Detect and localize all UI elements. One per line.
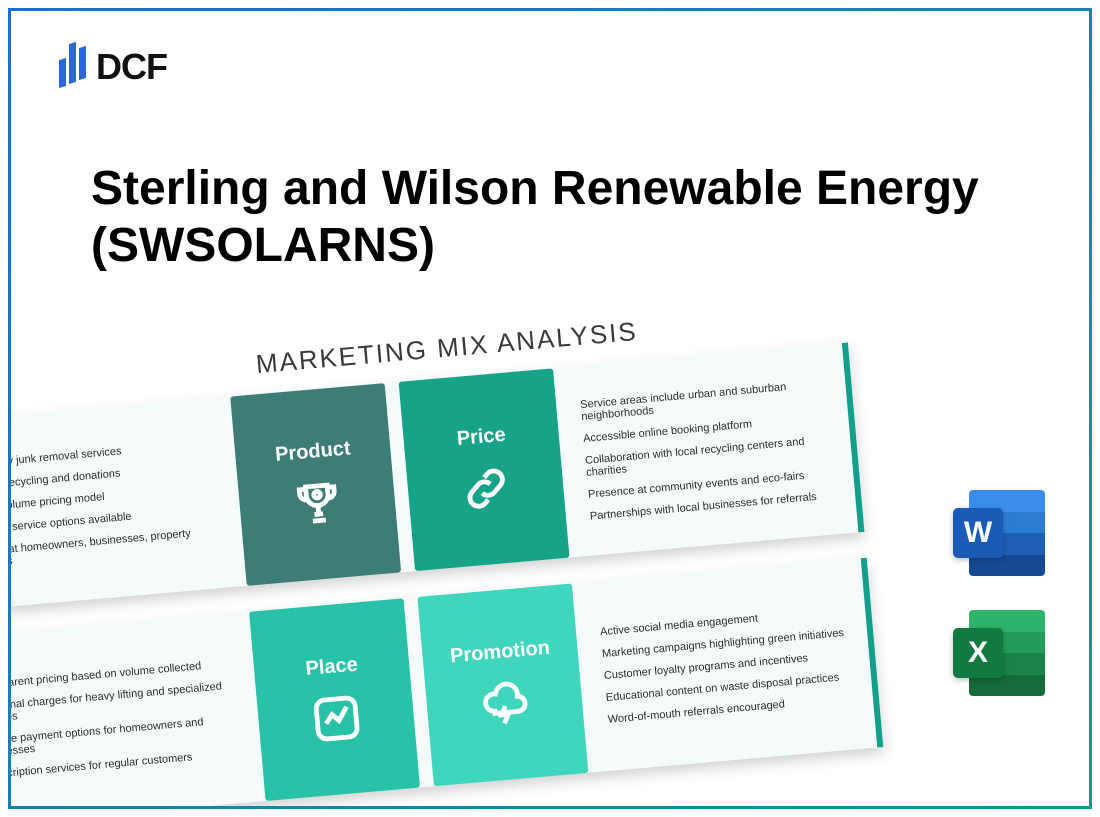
logo-text: DCF (96, 46, 167, 88)
excel-icon: X (953, 610, 1045, 696)
slide-frame: DCF Sterling and Wilson Renewable Energy… (8, 8, 1092, 809)
card-label: Price (456, 423, 507, 450)
card-pair: Product Price (230, 368, 569, 586)
card-label: Place (305, 653, 359, 680)
price-card: Price (399, 368, 570, 571)
word-badge: W (953, 508, 1003, 558)
promotion-list: Active social media engagement Marketing… (572, 558, 877, 773)
chart-icon (308, 690, 364, 746)
cloud-bolt-icon (476, 675, 532, 731)
page-title: Sterling and Wilson Renewable Energy (SW… (91, 161, 989, 274)
place-list: Transparent pricing based on volume coll… (8, 612, 266, 809)
excel-badge: X (953, 628, 1003, 678)
trophy-icon (289, 475, 345, 531)
card-label: Promotion (449, 636, 551, 668)
diagram-row-bottom: Transparent pricing based on volume coll… (8, 558, 883, 809)
card-pair: Place Promotion (249, 584, 588, 802)
product-list: Eco-friendly junk removal services Focus… (8, 397, 247, 612)
word-icon: W (953, 490, 1045, 576)
marketing-mix-diagram: MARKETING MIX ANALYSIS Eco-friendly junk… (8, 298, 887, 809)
price-list: Service areas include urban and suburban… (553, 343, 858, 558)
logo-bars-icon (59, 43, 86, 91)
list-item: Targeted at homeowners, businesses, prop… (8, 524, 231, 571)
link-icon (457, 460, 513, 516)
brand-logo: DCF (59, 43, 167, 91)
file-type-icons: W X (953, 490, 1045, 696)
place-card: Place (249, 598, 420, 801)
card-label: Product (274, 437, 351, 466)
product-card: Product (230, 383, 401, 586)
promotion-card: Promotion (417, 584, 588, 787)
